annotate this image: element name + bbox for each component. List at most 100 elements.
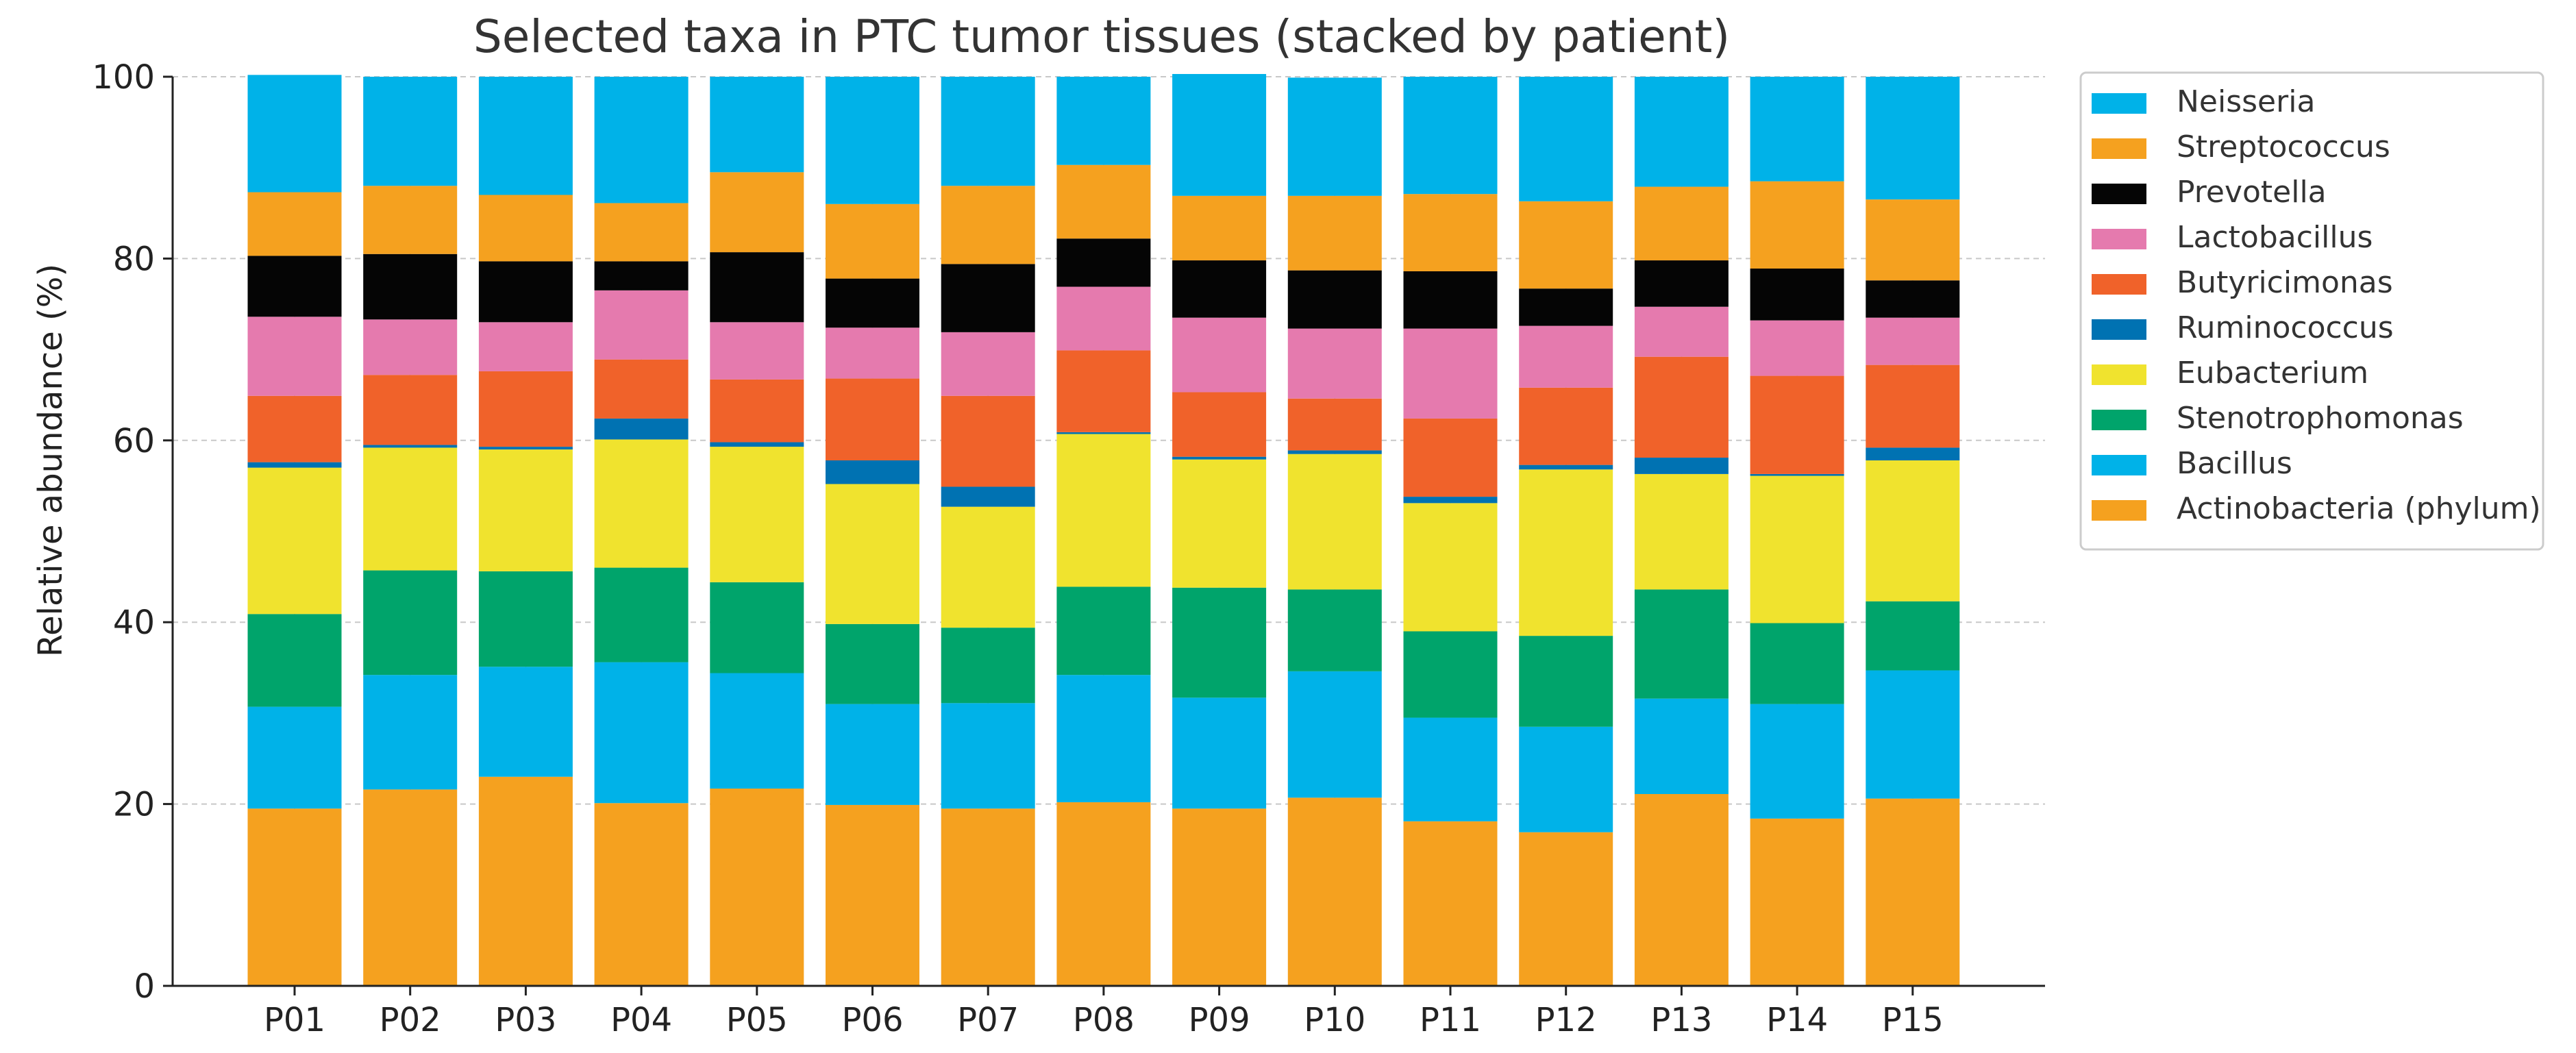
bar-segment-p10-2: P10 — Bacillus: 13.9 [1287,671,1382,798]
bar-segment-p01-10: P01 — Neisseria: 12.9 [247,75,342,193]
bar-segment-p11-7: P11 — Lactobacillus: 9.9 [1403,328,1498,419]
bar-segment-p11-4: P11 — Eubacterium: 14.1 [1403,503,1498,632]
y-tick-label: 60 [113,422,155,460]
bar-segment-p09-8: P09 — Prevotella: 6.3 [1172,260,1267,318]
bar-segment-p09-10: P09 — Neisseria: 13.4 [1172,74,1267,196]
legend-label: Lactobacillus [2177,220,2373,255]
bar-segment-p06-1: P06 — Actinobacteria (phylum): 19.9 [826,804,919,986]
bar-segment-p01-2: P01 — Bacillus: 11.2 [247,706,342,809]
bar-segment-p12-2: P12 — Bacillus: 11.6 [1519,726,1613,832]
bar-segment-p04-4: P04 — Eubacterium: 14.1 [594,439,689,568]
bar-segment-p10-5: P10 — Ruminococcus: 0.4 [1287,450,1382,454]
bar-segment-p07-10: P07 — Neisseria: 12 [941,77,1035,186]
bar-segment-p11-1: P11 — Actinobacteria (phylum): 18.1 [1403,821,1498,986]
bar-segment-p05-6: P05 — Butyricimonas: 6.9 [710,379,804,443]
bar-segment-p05-2: P05 — Bacillus: 12.7 [710,673,804,789]
bar-segment-p08-2: P08 — Bacillus: 14 [1056,675,1151,802]
bar-segment-p06-5: P06 — Ruminococcus: 2.6 [826,460,919,484]
x-tick-label: P14 [1766,1001,1828,1039]
bar-segment-p03-9: P03 — Streptococcus: 7.3 [478,195,573,262]
legend-label: Neisseria [2177,84,2315,119]
bar-segment-p08-4: P08 — Eubacterium: 16.8 [1056,434,1151,587]
bar-segment-p11-2: P11 — Bacillus: 11.4 [1403,717,1498,821]
bar-segment-p06-4: P06 — Eubacterium: 15.4 [826,484,919,624]
bar-segment-p14-4: P14 — Eubacterium: 16.2 [1750,475,1844,623]
bar-segment-p05-7: P05 — Lactobacillus: 6.3 [710,322,804,380]
bar-segment-p14-3: P14 — Stenotrophomonas: 8.9 [1750,623,1844,704]
bar-segment-p02-8: P02 — Prevotella: 7.2 [363,253,458,320]
bar-segment-p06-6: P06 — Butyricimonas: 9 [826,378,919,460]
bar-segment-p14-8: P14 — Prevotella: 5.7 [1750,268,1844,321]
bar-segment-p13-8: P13 — Prevotella: 5.1 [1634,260,1729,307]
bar-segment-p10-8: P10 — Prevotella: 6.4 [1287,270,1382,329]
y-tick-label: 80 [113,240,155,278]
bar-segment-p02-1: P02 — Actinobacteria (phylum): 21.6 [363,789,458,986]
x-tick-label: P13 [1650,1001,1712,1039]
bar-segment-p02-4: P02 — Eubacterium: 13.5 [363,447,458,571]
bar-segment-p09-3: P09 — Stenotrophomonas: 12.1 [1172,587,1267,698]
bar-segment-p12-1: P12 — Actinobacteria (phylum): 16.9 [1519,832,1613,986]
bar-segment-p14-2: P14 — Bacillus: 12.6 [1750,704,1844,819]
bar-segment-p10-9: P10 — Streptococcus: 8.2 [1287,195,1382,271]
bar-segment-p08-5: P08 — Ruminococcus: 0.2 [1056,432,1151,434]
bar-segment-p15-8: P15 — Prevotella: 4.1 [1866,280,1960,318]
bar-segment-p13-5: P13 — Ruminococcus: 1.8 [1634,458,1729,474]
bar-segment-p07-9: P07 — Streptococcus: 8.6 [941,186,1035,264]
bar-segment-p04-10: P04 — Neisseria: 13.9 [594,77,689,203]
bar-segment-p03-2: P03 — Bacillus: 12.1 [478,667,573,777]
bar-segment-p10-10: P10 — Neisseria: 13 [1287,77,1382,196]
bar-segment-p03-7: P03 — Lactobacillus: 5.4 [478,322,573,371]
bar-segment-p12-5: P12 — Ruminococcus: 0.5 [1519,464,1613,470]
bar-segment-p02-7: P02 — Lactobacillus: 6.1 [363,319,458,375]
bar-segment-p05-8: P05 — Prevotella: 7.7 [710,252,804,323]
bar-segment-p04-8: P04 — Prevotella: 3.2 [594,261,689,290]
bar-segment-p02-9: P02 — Streptococcus: 7.5 [363,186,458,254]
bar-segment-p05-5: P05 — Ruminococcus: 0.5 [710,442,804,447]
x-tick-label: P15 [1882,1001,1944,1039]
bar-segment-p03-10: P03 — Neisseria: 13 [478,77,573,195]
legend-label: Stenotrophomonas [2177,401,2464,436]
bar-segment-p05-3: P05 — Stenotrophomonas: 10 [710,582,804,673]
bar-segment-p07-2: P07 — Bacillus: 11.6 [941,703,1035,809]
bar-segment-p03-8: P03 — Prevotella: 6.7 [478,261,573,323]
bar-segment-p13-2: P13 — Bacillus: 10.5 [1634,698,1729,795]
bar-segment-p05-10: P05 — Neisseria: 10.5 [710,77,804,173]
x-tick-label: P05 [726,1001,788,1039]
bar-segment-p14-5: P14 — Ruminococcus: 0.2 [1750,473,1844,476]
y-tick-label: 100 [92,58,155,97]
bar-segment-p04-1: P04 — Actinobacteria (phylum): 20.1 [594,803,689,986]
bar-segment-p06-9: P06 — Streptococcus: 8.2 [826,203,919,279]
bar-segment-p03-6: P03 — Butyricimonas: 8.3 [478,371,573,447]
x-tick-label: P03 [495,1001,556,1039]
bar-segment-p05-1: P05 — Actinobacteria (phylum): 21.7 [710,789,804,986]
legend-label: Ruminococcus [2177,310,2394,345]
bar-segment-p13-7: P13 — Lactobacillus: 5.5 [1634,306,1729,357]
bar-segment-p13-3: P13 — Stenotrophomonas: 12 [1634,589,1729,699]
bar-segment-p15-2: P15 — Bacillus: 14.1 [1866,670,1960,799]
bar-segment-p10-1: P10 — Actinobacteria (phylum): 20.7 [1287,797,1382,986]
y-tick-label: 0 [134,967,155,1006]
bar-segment-p10-4: P10 — Eubacterium: 14.9 [1287,454,1382,590]
bar-segment-p15-6: P15 — Butyricimonas: 9.1 [1866,364,1960,448]
legend-swatch [2092,364,2146,385]
legend: Neisseria Streptococcus Prevotella Lactobac… [2079,71,2544,551]
bar-segment-p06-10: P06 — Neisseria: 14 [826,77,919,204]
x-tick-label: P09 [1189,1001,1250,1039]
bar-segment-p15-5: P15 — Ruminococcus: 1.4 [1866,447,1960,460]
legend-label: Actinobacteria (phylum) [2177,491,2541,526]
legend-swatch [2092,184,2146,204]
bar-segment-p08-10: P08 — Neisseria: 9.7 [1056,77,1151,165]
bar-segment-p09-6: P09 — Butyricimonas: 7.1 [1172,392,1267,457]
bar-segment-p08-3: P08 — Stenotrophomonas: 9.7 [1056,586,1151,676]
legend-frame [2079,71,2544,551]
bar-segment-p10-7: P10 — Lactobacillus: 7.7 [1287,328,1382,399]
legend-label: Streptococcus [2177,129,2390,164]
bar-segment-p07-8: P07 — Prevotella: 7.5 [941,264,1035,332]
bar-segment-p07-3: P07 — Stenotrophomonas: 8.3 [941,628,1035,704]
chart-title: Selected taxa in PTC tumor tissues (stac… [473,10,1730,63]
bar-segment-p06-8: P06 — Prevotella: 5.4 [826,278,919,328]
bar-segment-p14-6: P14 — Butyricimonas: 10.8 [1750,375,1844,474]
bar-segment-p15-7: P15 — Lactobacillus: 5.2 [1866,317,1960,365]
legend-swatch [2092,319,2146,340]
